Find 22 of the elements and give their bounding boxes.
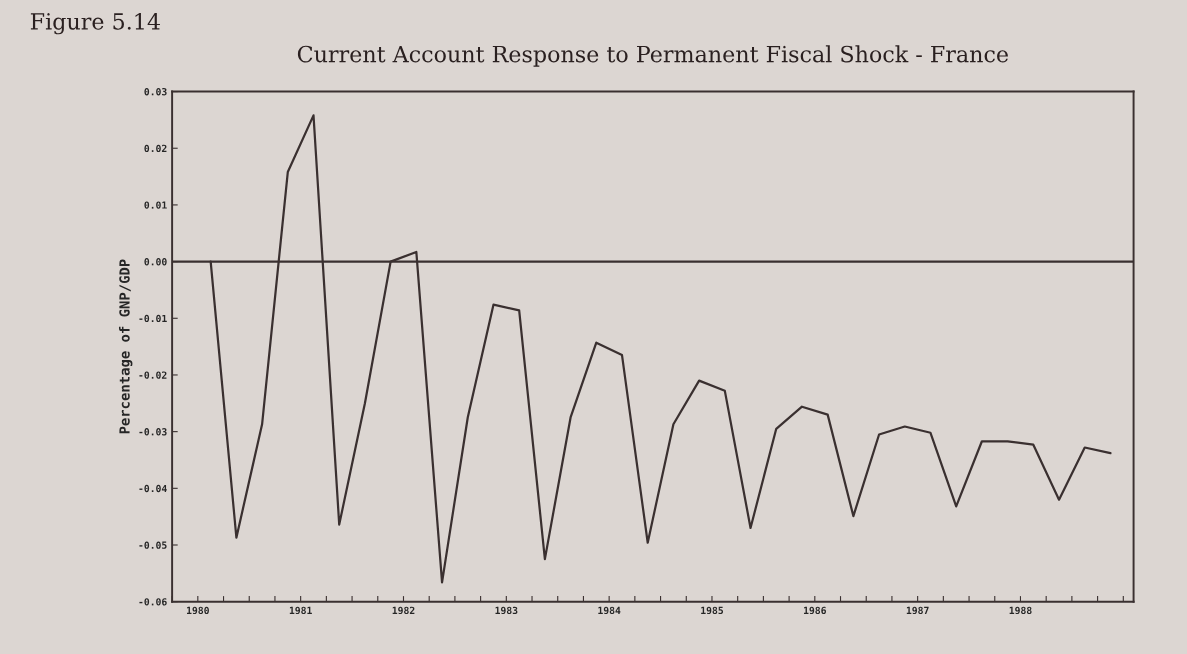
y-tick-label: -0.01 — [139, 314, 167, 323]
caption: Figure 5.14 — [30, 12, 160, 35]
chart-title: Current Account Response to Permanent Fiscal Shock - France — [297, 45, 1008, 67]
y-axis-title: Percentage of GNP/GDP — [118, 259, 133, 434]
x-tick-label: 1982 — [392, 606, 415, 615]
y-tick-label: -0.06 — [139, 598, 167, 606]
x-tick-label: 1985 — [701, 606, 724, 615]
y-tick-label: 0.02 — [144, 144, 167, 153]
x-tick-label: 1988 — [1009, 606, 1032, 615]
x-tick-label: 1987 — [906, 606, 929, 615]
y-tick-label: -0.03 — [139, 428, 167, 436]
x-tick-label: 1981 — [289, 606, 312, 615]
x-tick-label: 1986 — [804, 606, 826, 615]
y-tick-label: -0.02 — [139, 371, 167, 379]
x-tick-label: 1984 — [598, 606, 621, 615]
x-tick-label: 1980 — [187, 606, 209, 615]
y-tick-label: 0.00 — [144, 258, 167, 266]
x-tick-label: 1983 — [495, 606, 518, 615]
y-tick-label: -0.05 — [139, 541, 167, 549]
y-tick-label: -0.04 — [139, 484, 167, 493]
y-tick-label: 0.01 — [144, 201, 167, 209]
y-tick-label: 0.03 — [144, 88, 167, 96]
